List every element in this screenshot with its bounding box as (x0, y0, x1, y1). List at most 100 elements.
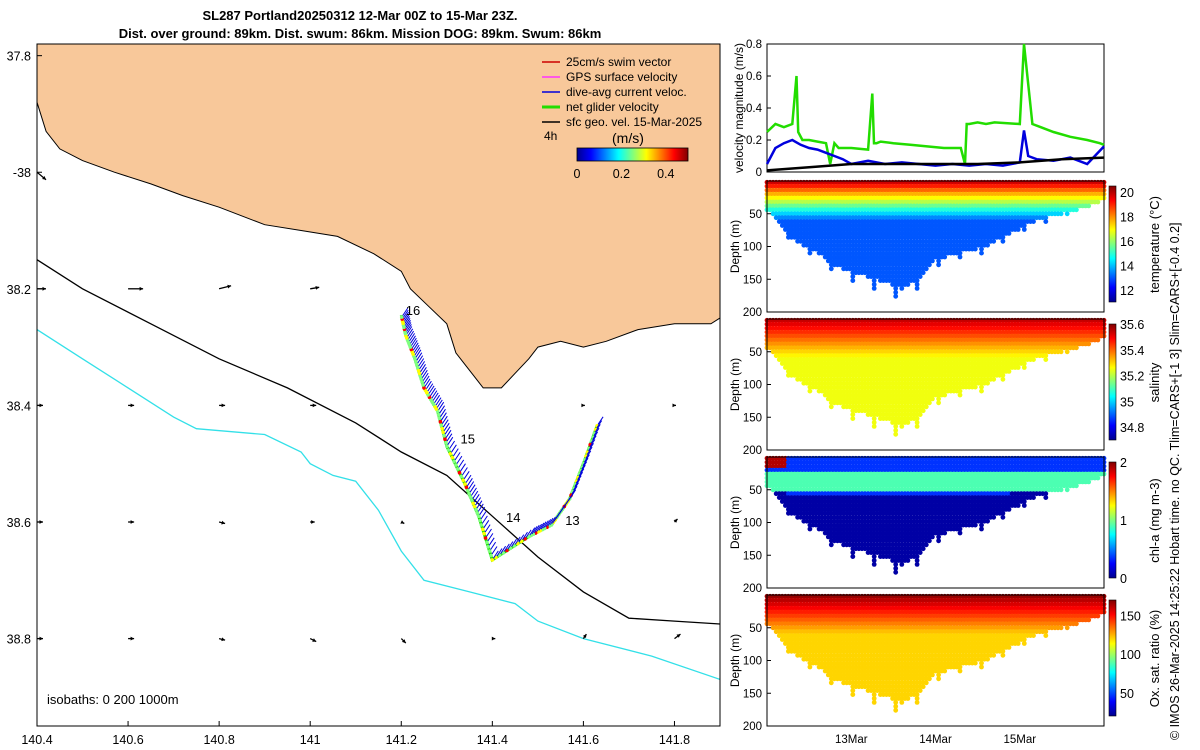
dive-avg-current-vector (446, 436, 454, 447)
section-data-point (1064, 349, 1070, 355)
geo-velocity-arrowhead (312, 403, 317, 408)
dive-avg-current-vector (472, 494, 480, 504)
section-data-point (1000, 238, 1006, 244)
track-speed-dot (414, 362, 419, 367)
track-speed-dot (467, 491, 471, 496)
y-tick-label: -38 (13, 166, 31, 180)
dive-avg-current-vector (435, 399, 443, 410)
track-speed-dot (414, 359, 418, 364)
geo-velocity-arrowhead (42, 286, 46, 291)
day-label: 14 (506, 510, 520, 525)
track-speed-dot (420, 380, 425, 384)
track-speed-dot (468, 495, 473, 499)
dive-avg-current-vector (572, 482, 579, 492)
y-tick-label: 200 (743, 445, 762, 457)
dive-avg-current-vector (535, 523, 543, 534)
legend-label: dive-avg current veloc. (566, 85, 687, 99)
section-data-point (1058, 211, 1064, 217)
section-data-point (1031, 357, 1036, 362)
track-speed-dot (463, 482, 467, 486)
section-data-point (917, 412, 923, 417)
dive-avg-current-vector (587, 443, 594, 453)
section-data-point (991, 376, 997, 382)
section-data-point (1015, 365, 1021, 370)
dive-avg-current-vector (419, 367, 427, 377)
track-speed-dot (441, 430, 446, 435)
section-data-point (893, 290, 899, 295)
dive-avg-current-vector (517, 534, 525, 544)
track-speed-dot (417, 371, 422, 376)
section-data-point (957, 392, 963, 398)
track-speed-dot (439, 423, 444, 428)
track-speed-dot (416, 368, 421, 373)
dive-avg-current-vector (457, 459, 465, 470)
dive-avg-current-vector (482, 520, 490, 530)
track-speed-dot (459, 474, 464, 479)
colorbar-label: salinity (1147, 362, 1162, 402)
legend-item: dive-avg current veloc. (542, 85, 687, 99)
isobath-label: isobaths: 0 200 1000m (47, 692, 179, 707)
dive-avg-current-vector (417, 358, 425, 368)
section-data-point (923, 404, 929, 410)
velocity-series-line (766, 156, 1105, 172)
section-data-point (905, 282, 911, 287)
section-data-point (979, 388, 984, 394)
dive-avg-current-vector (440, 415, 448, 426)
track-speed-dot (422, 386, 426, 390)
section-data-point (991, 238, 997, 244)
dive-avg-current-vector (546, 517, 554, 528)
section-data-point (914, 424, 920, 429)
geo-velocity-arrowhead (221, 637, 226, 642)
legend-label: net glider velocity (566, 100, 659, 114)
section-colorbar (1108, 185, 1117, 303)
geo-velocity-arrowhead (130, 636, 135, 641)
section-data-point (905, 420, 911, 425)
isobath-200m (37, 259, 720, 625)
section-data-point (871, 424, 877, 429)
section-data-point (942, 392, 948, 398)
dive-avg-current-vector (539, 521, 547, 531)
x-tick-label: 140.6 (112, 733, 143, 747)
track-speed-dot (472, 504, 477, 509)
section-data-point (850, 274, 856, 279)
land-area (37, 44, 720, 389)
dive-avg-current-vector (409, 335, 416, 346)
map-legend: 25cm/s swim vector GPS surface velocity … (542, 55, 702, 181)
section-data-point (871, 278, 877, 283)
dive-avg-current-vector (588, 439, 596, 449)
section-data-point (828, 404, 834, 410)
geo-velocity-arrowhead (227, 284, 232, 289)
section-data-point (972, 246, 978, 252)
dive-avg-current-vector (485, 528, 492, 539)
dive-avg-current-vector (584, 450, 592, 461)
dive-avg-current-vector (445, 433, 453, 443)
dive-avg-current-vector (416, 355, 424, 365)
velocity-y-label: velocity magnitude (m/s) (732, 43, 746, 173)
y-tick-label: 38.6 (7, 516, 31, 530)
legend-label: sfc geo. vel. 15-Mar-2025 (566, 115, 702, 129)
dive-avg-current-vector (551, 515, 558, 526)
dive-avg-current-vector (441, 419, 449, 429)
track-speed-dot (475, 511, 480, 515)
track-speed-dot (446, 448, 451, 452)
track-speed-dot (471, 501, 476, 506)
section-data-point (893, 431, 899, 437)
section-y-label: Depth (m) (728, 358, 742, 411)
dive-avg-current-vector (537, 522, 545, 533)
colorbar-tick-label: 35 (1120, 395, 1134, 409)
section-data-point (930, 396, 935, 402)
track-speed-dot (478, 518, 482, 523)
dive-avg-current-vector (580, 461, 588, 471)
track-speed-dot (481, 527, 485, 532)
y-tick-label: 0.4 (746, 103, 763, 115)
geo-velocity-vectors (37, 171, 681, 644)
colorbar-tick-label: 16 (1120, 235, 1134, 249)
dive-avg-current-vector (544, 519, 552, 529)
dive-avg-current-vector (408, 333, 416, 343)
track-speed-dot (490, 558, 495, 562)
section-data-point (1074, 207, 1079, 213)
velocity-axes (766, 43, 1105, 173)
colorbar-tick-label: 0.2 (613, 167, 630, 181)
dive-avg-current-vector (570, 485, 578, 496)
